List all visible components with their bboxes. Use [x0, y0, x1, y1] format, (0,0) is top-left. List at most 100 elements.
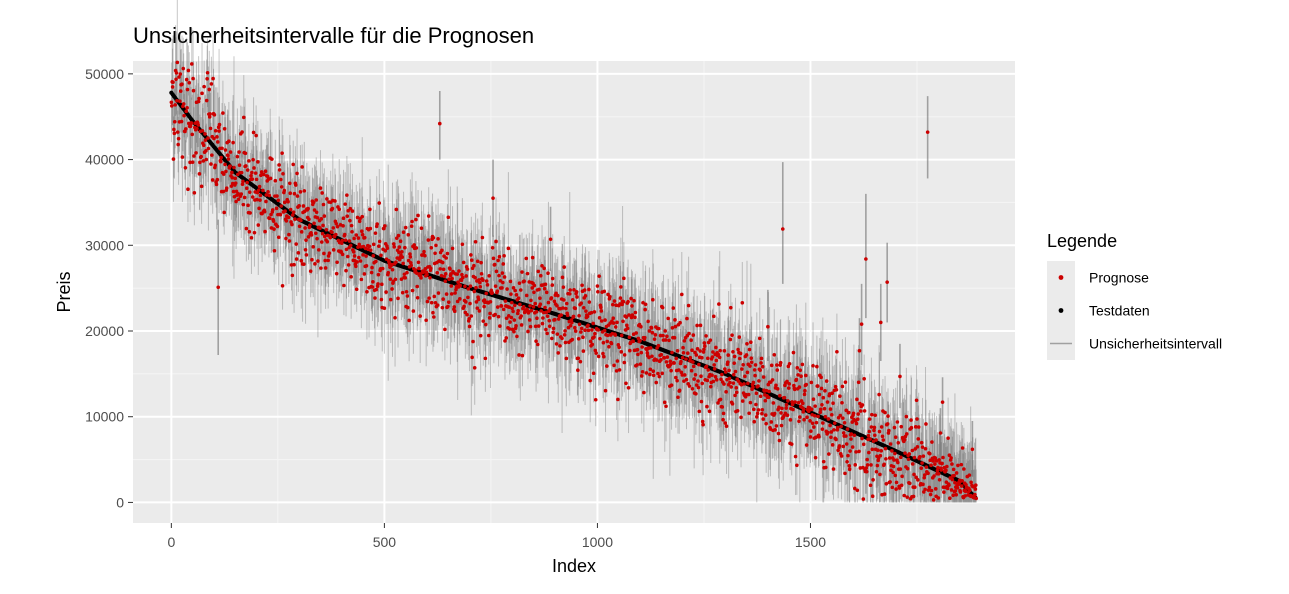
- prediction-point: [509, 292, 513, 296]
- prediction-point: [739, 415, 743, 420]
- prediction-point: [181, 102, 186, 106]
- prediction-point: [706, 368, 711, 372]
- prediction-point: [838, 394, 842, 398]
- prediction-point: [562, 333, 567, 337]
- prediction-point: [868, 483, 873, 488]
- prediction-point: [635, 363, 639, 367]
- prediction-point: [584, 309, 588, 313]
- prediction-point: [468, 284, 473, 288]
- prediction-point: [532, 283, 537, 288]
- prediction-point: [784, 406, 788, 410]
- prediction-point: [832, 428, 836, 432]
- prediction-point: [403, 225, 408, 230]
- prediction-point: [791, 407, 795, 412]
- prediction-point: [686, 303, 691, 308]
- prediction-point: [199, 184, 204, 189]
- prediction-point: [756, 384, 760, 388]
- prediction-point: [595, 284, 600, 288]
- prediction-point: [404, 289, 409, 294]
- prediction-point: [304, 238, 308, 242]
- prediction-point: [437, 121, 442, 126]
- prediction-point: [331, 248, 336, 252]
- prediction-point: [836, 448, 840, 453]
- prediction-point: [261, 188, 265, 193]
- prediction-point: [596, 354, 601, 359]
- prediction-point: [274, 206, 279, 211]
- prediction-point: [598, 336, 602, 341]
- prediction-point: [280, 284, 285, 288]
- prediction-point: [314, 210, 319, 215]
- prediction-point: [276, 235, 281, 240]
- prediction-point: [855, 488, 860, 493]
- prediction-point: [936, 465, 940, 470]
- prediction-point: [622, 276, 626, 281]
- prediction-point: [714, 345, 718, 350]
- prediction-point: [680, 373, 685, 377]
- prediction-point: [322, 251, 326, 256]
- prediction-point: [564, 306, 568, 311]
- prediction-point: [755, 411, 760, 416]
- prediction-point: [423, 267, 428, 271]
- prediction-point: [586, 323, 590, 328]
- prediction-point: [882, 492, 887, 496]
- prediction-point: [582, 288, 587, 292]
- prediction-point: [303, 226, 307, 230]
- prediction-point: [780, 227, 785, 231]
- prediction-point: [294, 257, 299, 261]
- prediction-point: [887, 456, 892, 460]
- prediction-point: [722, 349, 727, 353]
- prediction-point: [829, 435, 833, 440]
- prediction-point: [842, 420, 847, 425]
- prediction-point: [527, 318, 532, 322]
- prediction-point: [453, 291, 457, 295]
- prediction-point: [861, 442, 866, 447]
- prediction-point: [344, 247, 349, 252]
- prediction-point: [450, 246, 455, 251]
- prediction-point: [176, 142, 180, 147]
- prediction-point: [733, 393, 737, 398]
- prediction-point: [659, 358, 663, 362]
- prediction-point: [631, 339, 636, 344]
- prediction-point: [878, 472, 882, 477]
- prediction-point: [258, 193, 263, 198]
- prediction-point: [406, 233, 411, 237]
- prediction-point: [360, 214, 365, 219]
- prediction-point: [639, 350, 644, 355]
- prediction-point: [432, 294, 437, 299]
- prediction-point: [180, 155, 185, 159]
- prediction-point: [250, 195, 255, 199]
- prediction-point: [284, 219, 289, 223]
- prediction-point: [613, 325, 618, 329]
- prediction-point: [320, 191, 324, 195]
- prediction-point: [400, 255, 405, 259]
- prediction-point: [898, 374, 902, 379]
- prediction-point: [892, 458, 896, 462]
- prediction-point: [425, 299, 430, 304]
- legend: Legende Prognose Testdaten Unsicherheitsin…: [1047, 231, 1222, 360]
- prediction-point: [374, 287, 379, 292]
- prediction-point: [830, 391, 835, 395]
- prediction-point: [171, 157, 176, 161]
- prediction-point: [172, 131, 177, 136]
- prediction-point: [854, 421, 859, 426]
- prediction-point: [774, 383, 778, 388]
- prediction-point: [235, 154, 240, 159]
- prediction-point: [434, 243, 438, 248]
- prediction-point: [385, 246, 390, 251]
- prediction-point: [711, 379, 716, 384]
- prediction-point: [331, 226, 336, 230]
- prediction-point: [383, 248, 388, 253]
- prediction-point: [895, 420, 900, 424]
- prediction-point: [787, 382, 791, 386]
- y-tick-label: 10000: [85, 409, 124, 425]
- prediction-point: [196, 123, 200, 127]
- prediction-point: [341, 224, 345, 228]
- prediction-point: [435, 271, 440, 275]
- prediction-point: [611, 321, 616, 325]
- prediction-point: [293, 217, 297, 221]
- prediction-point: [682, 373, 687, 377]
- prediction-point: [419, 226, 424, 231]
- prediction-point: [694, 383, 699, 387]
- prediction-point: [207, 87, 212, 92]
- prediction-point: [283, 209, 287, 213]
